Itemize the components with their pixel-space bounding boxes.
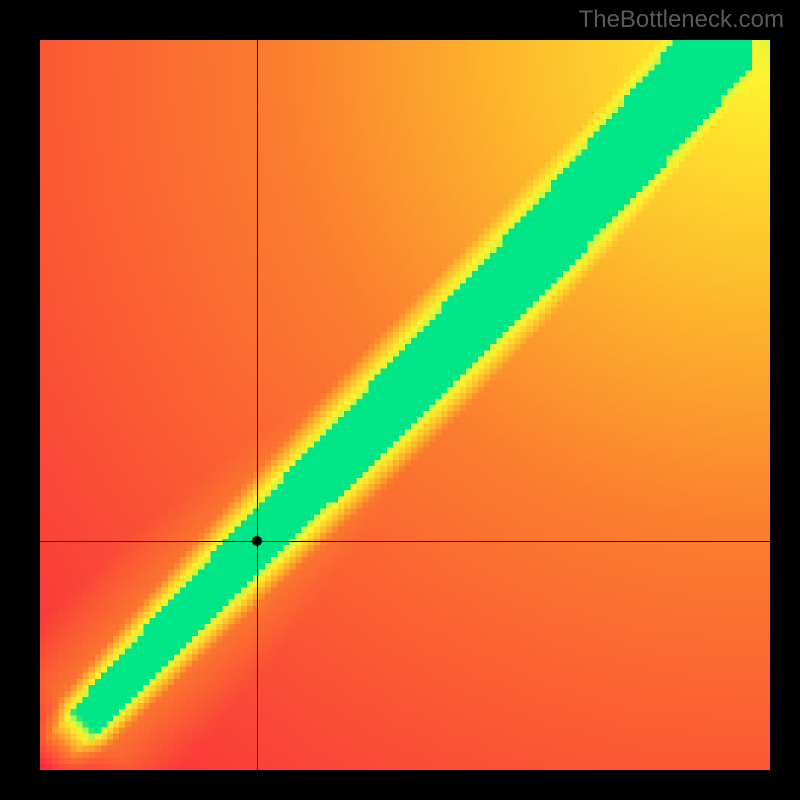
data-point-marker	[252, 536, 262, 546]
crosshair-vertical-line	[257, 40, 258, 770]
bottleneck-heatmap	[40, 40, 770, 770]
watermark-text: TheBottleneck.com	[579, 6, 784, 34]
crosshair-horizontal-line	[40, 541, 770, 542]
chart-container: TheBottleneck.com	[0, 0, 800, 800]
